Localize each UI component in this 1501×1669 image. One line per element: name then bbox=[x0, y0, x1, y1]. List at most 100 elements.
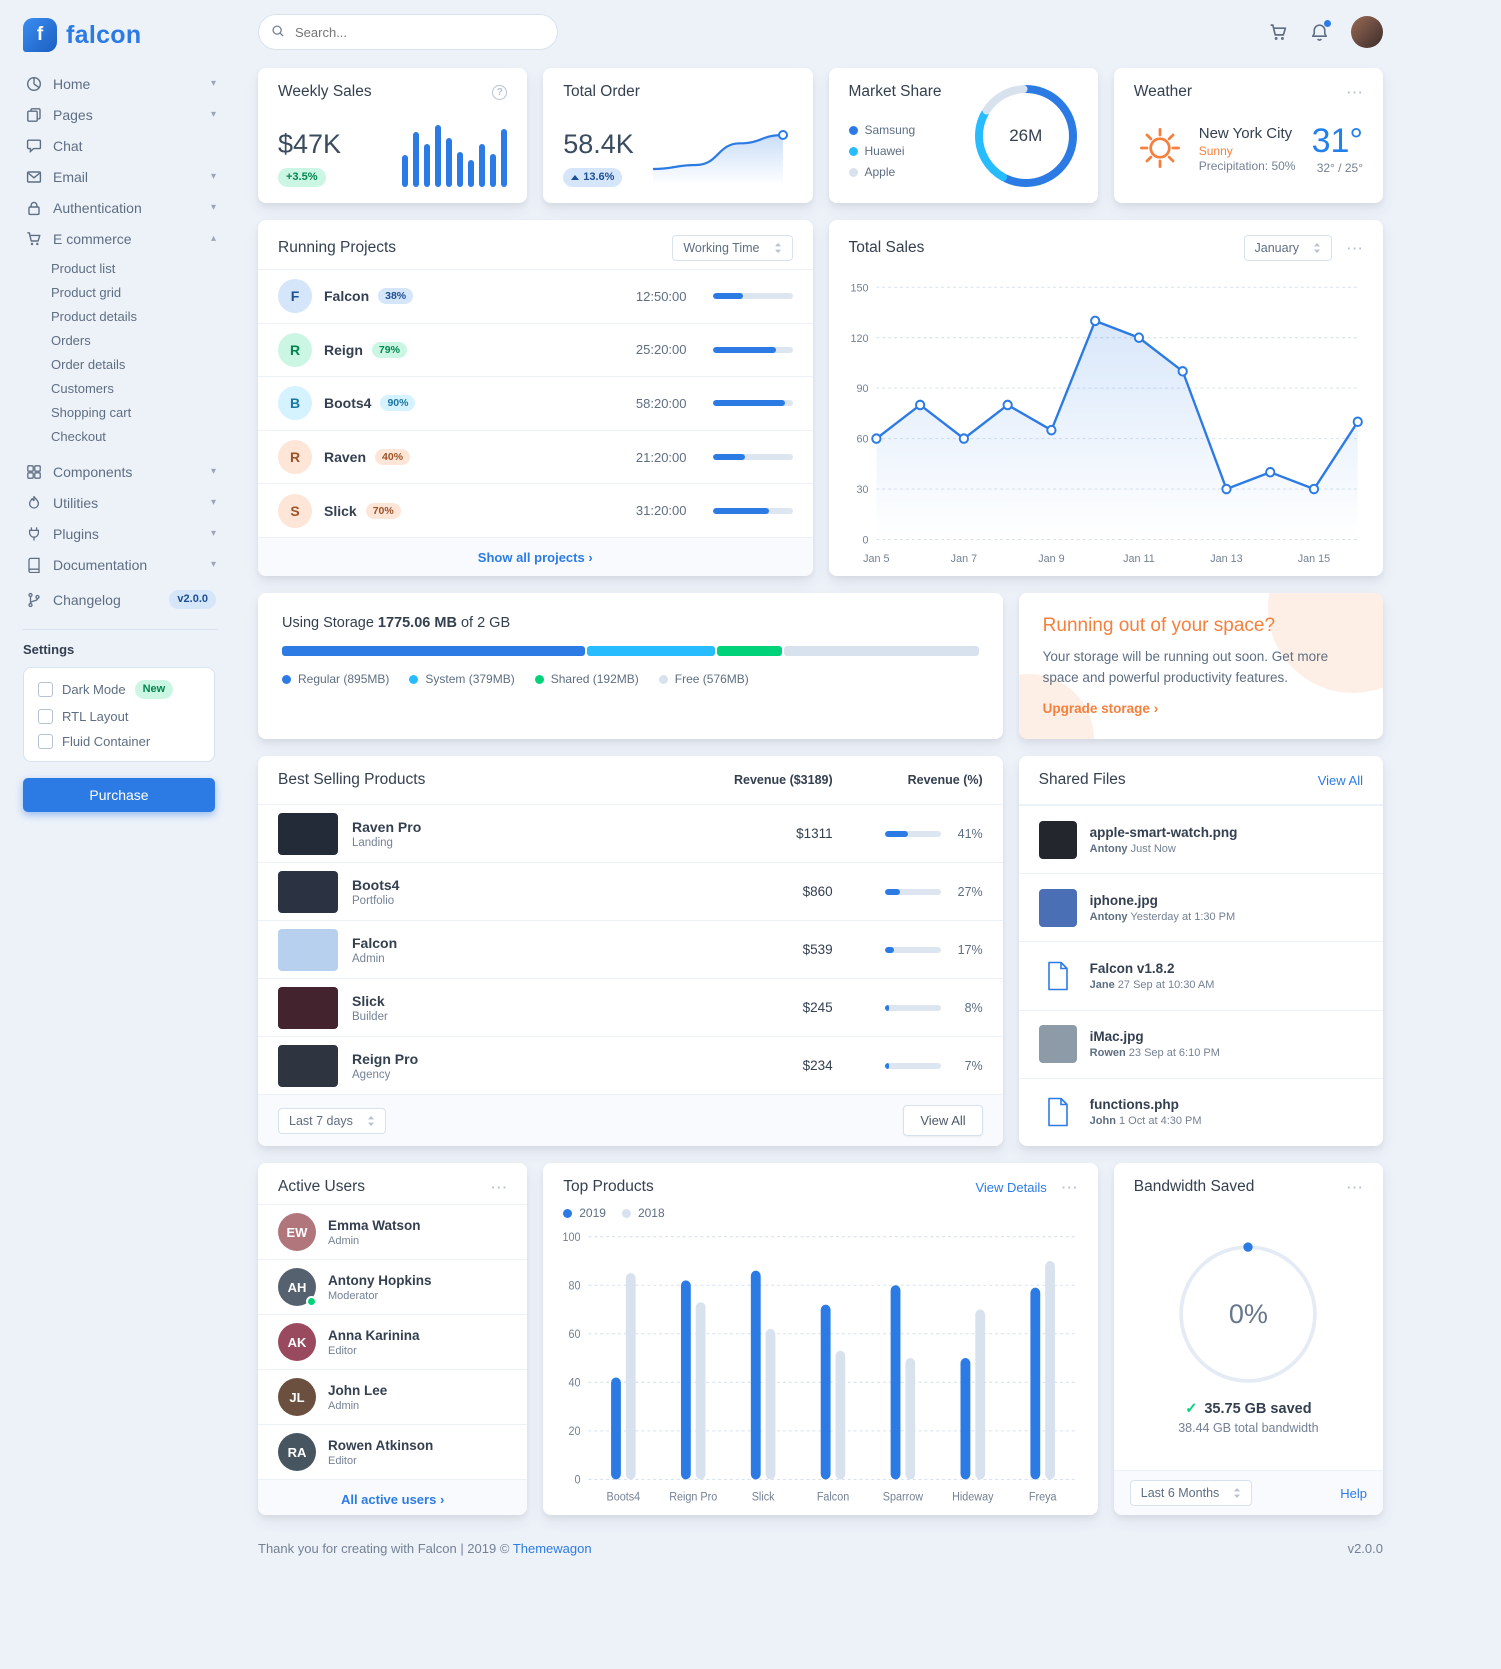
legend-label: System (379MB) bbox=[425, 672, 515, 686]
sidebar-item-orders[interactable]: Orders bbox=[51, 332, 91, 348]
card-title: Total Sales bbox=[848, 239, 925, 256]
avatar: JL bbox=[278, 1378, 316, 1416]
sidebar-item-pages[interactable]: Pages ▾ bbox=[23, 99, 218, 130]
card-title: Active Users bbox=[278, 1178, 365, 1195]
project-avatar: S bbox=[278, 493, 312, 528]
svg-text:0: 0 bbox=[862, 534, 868, 546]
product-name[interactable]: Raven Pro bbox=[352, 818, 422, 835]
nav-label: Documentation bbox=[53, 556, 148, 573]
total-order-card: Total Order 58.4K 13.6% bbox=[543, 68, 813, 203]
project-name[interactable]: Raven bbox=[324, 449, 367, 466]
help-link[interactable]: Help bbox=[1340, 1485, 1367, 1501]
upgrade-storage-link[interactable]: Upgrade storage › bbox=[1043, 701, 1359, 716]
sidebar-item-home[interactable]: Home ▾ bbox=[23, 68, 218, 99]
product-name[interactable]: Boots4 bbox=[352, 876, 400, 893]
space-body: Your storage will be running out soon. G… bbox=[1042, 649, 1329, 685]
avatar[interactable] bbox=[1351, 16, 1383, 48]
sidebar-item-customers[interactable]: Customers bbox=[51, 380, 114, 396]
svg-text:Jan 13: Jan 13 bbox=[1210, 553, 1242, 565]
market-share-card: Market Share Samsung Huawei Apple 26M bbox=[828, 68, 1098, 203]
running-projects-card: Running Projects Working Time F Falcon 38… bbox=[258, 220, 813, 576]
weekly-sales-value: $47K bbox=[278, 128, 342, 159]
sidebar-item-chat[interactable]: Chat bbox=[23, 130, 218, 161]
bell-icon[interactable] bbox=[1310, 19, 1331, 42]
search-input[interactable] bbox=[258, 14, 558, 50]
top-products-legend: 2019 2018 bbox=[543, 1204, 1098, 1224]
card-title: Bandwidth Saved bbox=[1133, 1178, 1255, 1195]
more-menu-icon[interactable]: ⋯ bbox=[1060, 1177, 1078, 1197]
sidebar-item-email[interactable]: Email ▾ bbox=[23, 161, 218, 192]
brand[interactable]: f falcon bbox=[23, 14, 218, 68]
all-active-users-link[interactable]: All active users › bbox=[341, 1492, 444, 1507]
sidebar-item-utilities[interactable]: Utilities ▾ bbox=[23, 487, 218, 518]
user-name[interactable]: Anna Karinina bbox=[328, 1327, 420, 1343]
rtl-layout-toggle[interactable]: RTL Layout bbox=[38, 709, 200, 725]
user-name[interactable]: Antony Hopkins bbox=[328, 1272, 432, 1288]
project-name[interactable]: Boots4 bbox=[324, 395, 372, 412]
dark-mode-toggle[interactable]: Dark Mode New bbox=[38, 680, 200, 700]
more-menu-icon[interactable]: ⋯ bbox=[490, 1177, 508, 1197]
period-select[interactable]: Last 6 Months bbox=[1129, 1480, 1253, 1506]
sidebar-item-product-details[interactable]: Product details bbox=[51, 308, 137, 324]
product-category: Admin bbox=[352, 952, 385, 965]
file-name[interactable]: iphone.jpg bbox=[1089, 892, 1158, 908]
sidebar-item-authentication[interactable]: Authentication ▾ bbox=[23, 192, 218, 223]
sidebar-item-checkout[interactable]: Checkout bbox=[51, 428, 106, 444]
project-time: 12:50:00 bbox=[635, 288, 687, 304]
sidebar-item-product-grid[interactable]: Product grid bbox=[51, 284, 122, 300]
sidebar-item-plugins[interactable]: Plugins ▾ bbox=[23, 518, 218, 549]
project-name[interactable]: Slick bbox=[324, 502, 357, 519]
working-time-select[interactable]: Working Time bbox=[672, 235, 793, 261]
select-value: Working Time bbox=[683, 241, 760, 255]
card-title: Shared Files bbox=[1038, 771, 1126, 788]
product-thumbnail bbox=[278, 986, 338, 1029]
user-name[interactable]: Rowen Atkinson bbox=[328, 1437, 434, 1453]
cart-icon[interactable] bbox=[1269, 23, 1288, 42]
month-select[interactable]: January bbox=[1243, 235, 1332, 261]
revenue-bar bbox=[884, 888, 941, 895]
user-name[interactable]: Emma Watson bbox=[328, 1217, 421, 1233]
sidebar-item-ecommerce[interactable]: E commerce ▴ bbox=[23, 223, 218, 254]
file-name[interactable]: apple-smart-watch.png bbox=[1089, 824, 1238, 840]
file-name[interactable]: Falcon v1.8.2 bbox=[1089, 961, 1175, 976]
legend-item-2019[interactable]: 2019 bbox=[563, 1206, 606, 1220]
storage-total: of 2 GB bbox=[460, 615, 511, 631]
view-all-link[interactable]: View All bbox=[1317, 772, 1363, 788]
nav-label: Utilities bbox=[53, 494, 99, 511]
card-title: Weekly Sales bbox=[278, 83, 372, 100]
show-all-projects-link[interactable]: Show all projects › bbox=[478, 550, 593, 565]
file-name[interactable]: iMac.jpg bbox=[1089, 1029, 1144, 1045]
fluid-container-toggle[interactable]: Fluid Container bbox=[38, 734, 200, 750]
sidebar-item-changelog[interactable]: Changelog v2.0.0 bbox=[23, 580, 218, 615]
date-range-select[interactable]: Last 7 days bbox=[278, 1107, 386, 1134]
sidebar-item-components[interactable]: Components ▾ bbox=[23, 456, 218, 487]
product-name[interactable]: Falcon bbox=[352, 934, 398, 951]
project-name[interactable]: Falcon bbox=[324, 288, 370, 305]
product-category: Builder bbox=[352, 1010, 388, 1023]
themewagon-link[interactable]: Themewagon bbox=[512, 1541, 592, 1556]
help-icon[interactable]: ? bbox=[492, 84, 508, 100]
product-name[interactable]: Slick bbox=[352, 992, 385, 1009]
footer-text: Thank you for creating with Falcon | 201… bbox=[258, 1541, 510, 1556]
more-menu-icon[interactable]: ⋯ bbox=[1346, 1177, 1363, 1197]
more-menu-icon[interactable]: ⋯ bbox=[1346, 82, 1363, 102]
view-details-link[interactable]: View Details bbox=[975, 1179, 1047, 1195]
sidebar-item-shopping-cart[interactable]: Shopping cart bbox=[51, 404, 132, 420]
file-name[interactable]: functions.php bbox=[1089, 1097, 1179, 1113]
user-name[interactable]: John Lee bbox=[328, 1382, 388, 1398]
project-name[interactable]: Reign bbox=[324, 341, 363, 358]
view-all-button[interactable]: View All bbox=[903, 1105, 983, 1136]
svg-text:150: 150 bbox=[850, 282, 868, 294]
option-label: RTL Layout bbox=[62, 709, 129, 725]
purchase-button[interactable]: Purchase bbox=[23, 778, 215, 813]
user-role: Editor bbox=[328, 1454, 357, 1467]
product-name[interactable]: Reign Pro bbox=[352, 1050, 419, 1067]
sidebar-item-order-details[interactable]: Order details bbox=[51, 356, 126, 372]
legend-item-2018[interactable]: 2018 bbox=[621, 1206, 665, 1220]
more-menu-icon[interactable]: ⋯ bbox=[1346, 238, 1363, 258]
dashboard-grid: Weekly Sales ? $47K +3.5% Total Order bbox=[258, 68, 1383, 1515]
sidebar-item-documentation[interactable]: Documentation ▾ bbox=[23, 549, 218, 580]
sidebar-item-product-list[interactable]: Product list bbox=[51, 260, 116, 276]
sun-icon bbox=[1134, 122, 1186, 177]
chevron-down-icon: ▾ bbox=[210, 465, 216, 477]
